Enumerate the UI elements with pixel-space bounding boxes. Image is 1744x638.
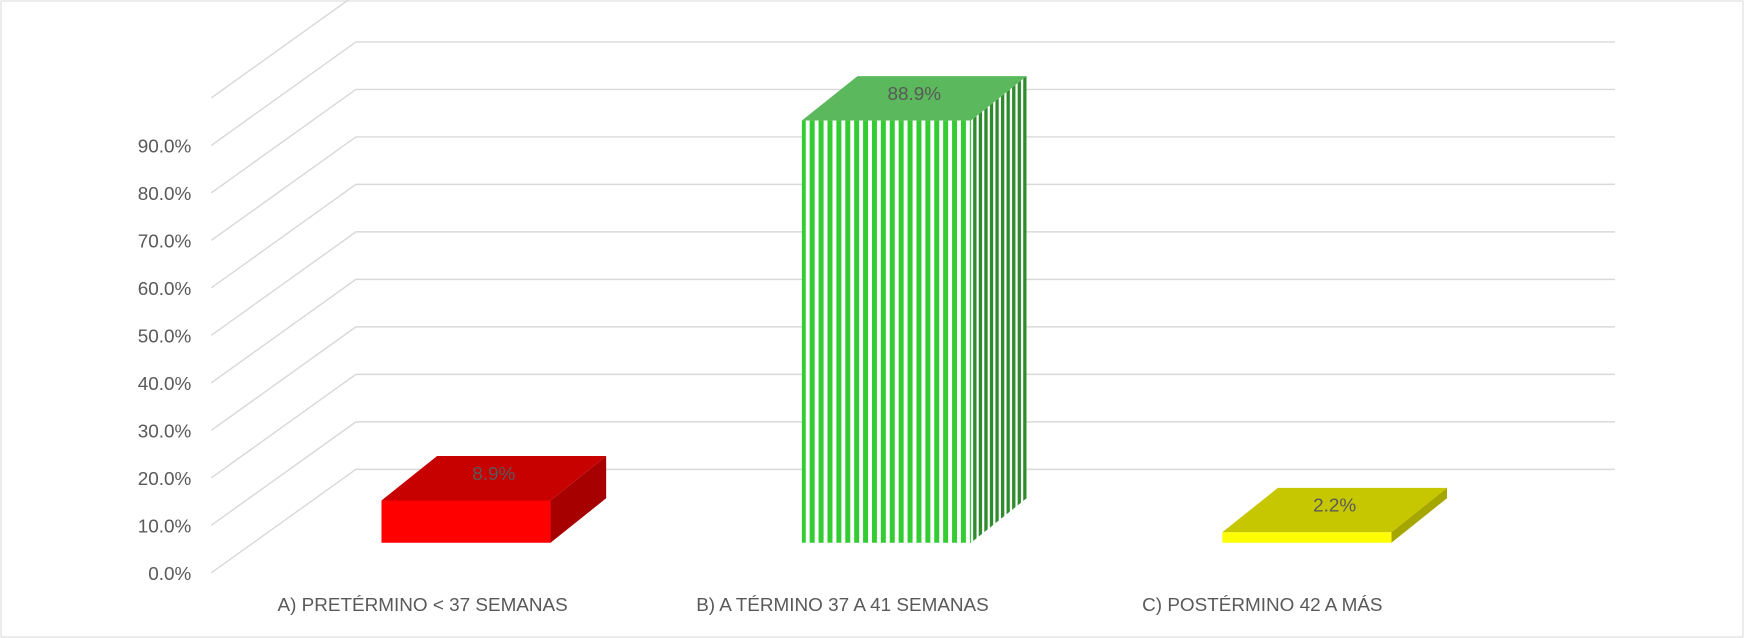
y-tick-label: 10.0% — [138, 517, 192, 538]
y-tick-label: 50.0% — [138, 327, 192, 348]
y-tick-label: 80.0% — [138, 184, 192, 205]
grid-line — [210, 278, 1615, 384]
plot-area: 0.0% 10.0% 20.0% 30.0% 40.0% 50.0% 60.0% 70.0% 8… — [138, 0, 1615, 616]
y-tick-label: 70.0% — [138, 232, 192, 253]
bar-side — [1391, 487, 1447, 543]
value-label: 8.9% — [472, 464, 515, 485]
bar — [1222, 532, 1392, 543]
bar-side — [550, 455, 607, 543]
grid-line — [210, 468, 1615, 574]
y-tick-label: 40.0% — [138, 374, 192, 395]
value-label: 88.9% — [887, 84, 941, 105]
grid-line — [210, 231, 1615, 336]
y-tick-label: 30.0% — [138, 422, 192, 443]
grid-line — [210, 421, 1615, 526]
grid-line — [210, 326, 1615, 431]
bar-top — [381, 455, 607, 501]
grid-line — [210, 183, 1615, 289]
grid-line — [210, 373, 1615, 479]
bar-side — [970, 76, 1027, 543]
bar — [381, 500, 551, 543]
y-tick-label: 90.0% — [138, 137, 192, 158]
grid-line — [210, 88, 1615, 194]
y-tick-label: 0.0% — [148, 564, 191, 585]
y-tick-label: 60.0% — [138, 279, 192, 300]
x-tick-label: C) POSTÉRMINO 42 A MÁS — [1142, 595, 1382, 616]
value-label: 2.2% — [1313, 496, 1356, 517]
x-tick-label: B) A TÉRMINO 37 A 41 SEMANAS — [696, 595, 989, 616]
bar-top — [1222, 487, 1447, 533]
grid-line — [210, 136, 1615, 241]
grid-line — [210, 0, 350, 99]
grid-line — [210, 41, 1615, 146]
bar — [801, 120, 971, 543]
bar-top — [801, 76, 1027, 121]
x-tick-label: A) PRETÉRMINO < 37 SEMANAS — [278, 595, 568, 616]
y-tick-label: 20.0% — [138, 469, 192, 490]
